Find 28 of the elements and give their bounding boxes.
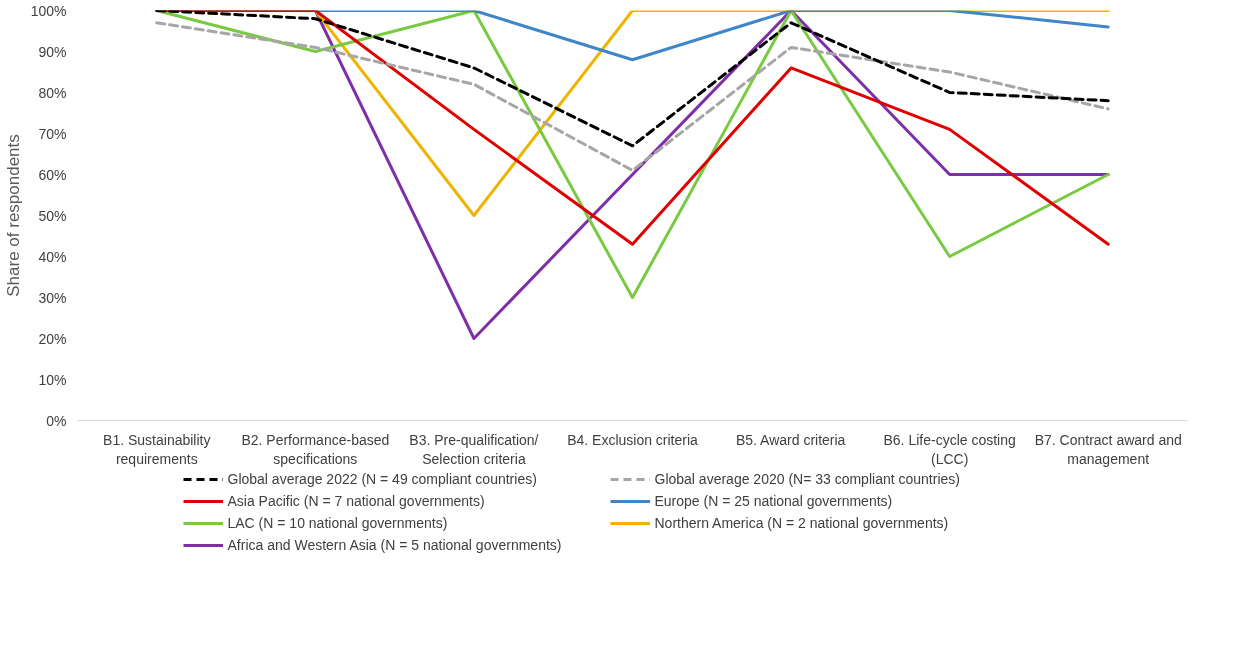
y-tick-label: 30% [38,289,67,306]
y-tick-label: 50% [38,207,67,224]
legend-label: Europe (N = 25 national governments) [654,493,894,509]
y-tick-label: 70% [38,125,67,142]
y-tick-label: 10% [38,371,67,388]
x-tick-label: B2. Performance-based specifications [241,431,390,467]
y-tick-label: 100% [30,2,67,19]
x-tick-label: B7. Contract award and management [1034,431,1182,467]
legend-label: Northern America (N = 2 national governments) [654,515,950,531]
y-tick-label: 80% [38,84,67,101]
y-axis-title: Share of respondents [3,134,23,297]
legend-label: Asia Pacific (N = 7 national governments) [227,493,486,509]
legend-label: Global average 2020 (N= 33 compliant countries) [654,471,961,487]
x-tick-label: B5. Award criteria [735,431,846,448]
line-series [155,21,1110,172]
y-tick-label: 60% [38,166,67,183]
y-tick-label: 40% [38,248,67,265]
legend-label: LAC (N = 10 national governments) [227,515,449,531]
legend-label: Global average 2022 (N = 49 compliant countries) [227,471,538,487]
x-tick-label: B6. Life-cycle costing (LCC) [883,431,1016,467]
x-tick-label: B3. Pre-qualification/ Selection criteria [409,431,539,467]
legend-label: Africa and Western Asia (N = 5 national governments) [227,537,563,553]
y-tick-label: 90% [38,43,67,60]
x-tick-label: B4. Exclusion criteria [567,431,699,448]
x-tick-label: B1. Sustainability requirements [103,431,211,467]
line-series [155,10,1110,148]
y-tick-label: 0% [46,412,67,429]
y-tick-label: 20% [38,330,67,347]
